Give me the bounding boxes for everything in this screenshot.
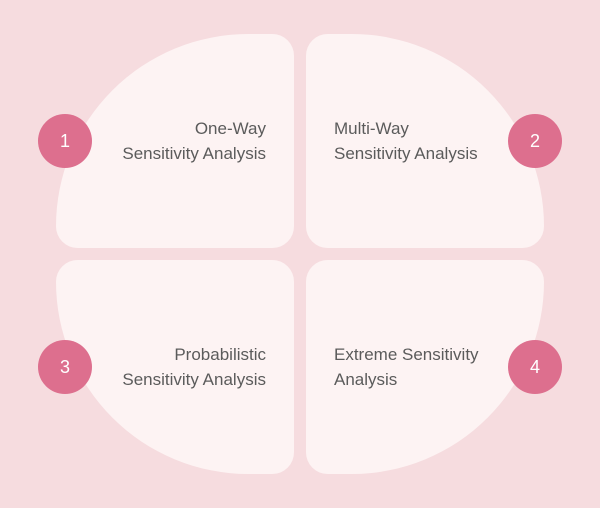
number-badge-4: 4 xyxy=(508,340,562,394)
number-badge-label: 2 xyxy=(530,131,540,152)
petal-title-line2: Sensitivity Analysis xyxy=(122,141,266,167)
petal-title-line2: Sensitivity Analysis xyxy=(334,141,478,167)
number-badge-1: 1 xyxy=(38,114,92,168)
number-badge-3: 3 xyxy=(38,340,92,394)
petal-title-line1: One-Way xyxy=(195,116,266,142)
petal-title-line1: Multi-Way xyxy=(334,116,409,142)
petal-title-line2: Sensitivity Analysis xyxy=(122,367,266,393)
infographic-canvas: One-WaySensitivity Analysis1Multi-WaySen… xyxy=(0,0,600,508)
petal-title-line1: Probabilistic xyxy=(174,342,266,368)
number-badge-label: 4 xyxy=(530,357,540,378)
number-badge-2: 2 xyxy=(508,114,562,168)
number-badge-label: 1 xyxy=(60,131,70,152)
petal-title-line1: Extreme Sensitivity xyxy=(334,342,479,368)
number-badge-label: 3 xyxy=(60,357,70,378)
petal-title-line2: Analysis xyxy=(334,367,397,393)
